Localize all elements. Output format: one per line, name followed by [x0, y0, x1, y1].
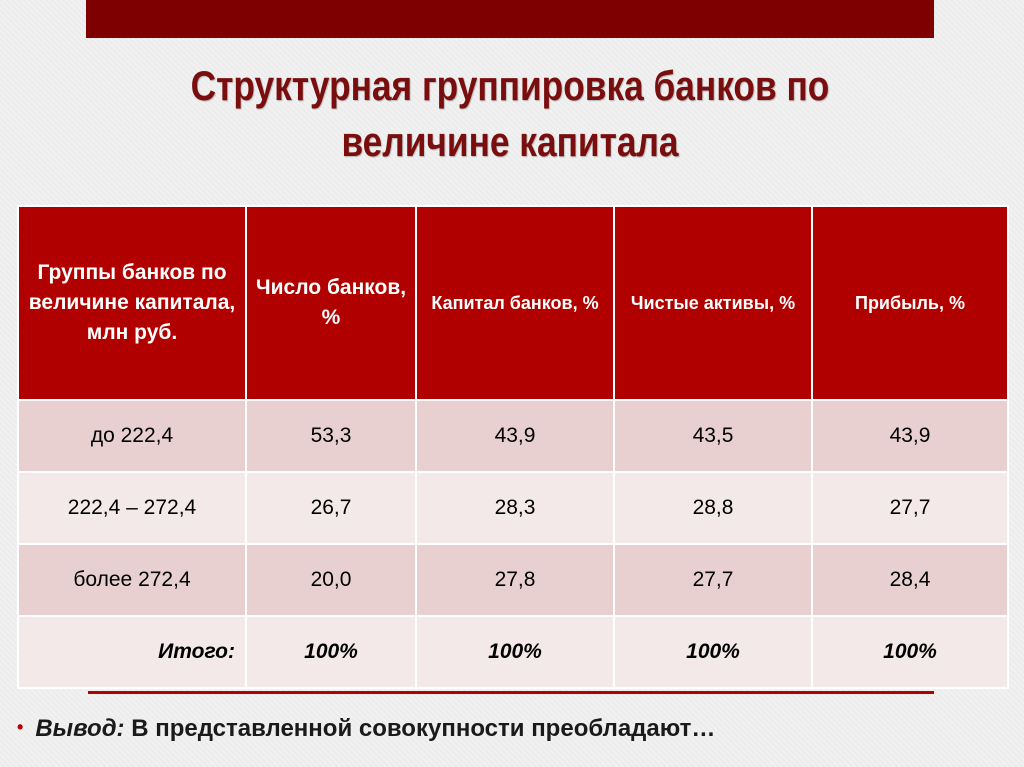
slide-title: Структурная группировка банков по величи…: [154, 58, 866, 170]
title-line-1: Структурная группировка банков по: [190, 62, 830, 109]
total-profit: 100%: [811, 615, 1009, 689]
cell-net-assets: 27,7: [613, 543, 813, 617]
total-label: Итого:: [17, 615, 247, 689]
cell-profit: 27,7: [811, 471, 1009, 545]
cell-capital: 28,3: [415, 471, 615, 545]
cell-bank-count: 20,0: [245, 543, 417, 617]
total-capital: 100%: [415, 615, 615, 689]
cell-profit: 28,4: [811, 543, 1009, 617]
divider-line: [88, 691, 934, 694]
title-line-2: величине капитала: [341, 118, 679, 165]
header-groups: Группы банков по величине капитала, млн …: [17, 205, 247, 401]
cell-net-assets: 28,8: [613, 471, 813, 545]
cell-capital: 43,9: [415, 399, 615, 473]
bullet-icon: •: [17, 717, 24, 737]
cell-profit: 43,9: [811, 399, 1009, 473]
total-net-assets: 100%: [613, 615, 813, 689]
table-row: до 222,4 53,3 43,9 43,5 43,9: [17, 399, 1009, 473]
header-profit: Прибыль, %: [811, 205, 1009, 401]
cell-capital: 27,8: [415, 543, 615, 617]
table-total-row: Итого: 100% 100% 100% 100%: [17, 615, 1009, 689]
conclusion: • Вывод: В представленной совокупности пр…: [17, 715, 715, 743]
conclusion-text: В представленной совокупности преобладаю…: [131, 715, 716, 742]
cell-net-assets: 43,5: [613, 399, 813, 473]
row-group-label: более 272,4: [17, 543, 247, 617]
cell-bank-count: 53,3: [245, 399, 417, 473]
table-row: 222,4 – 272,4 26,7 28,3 28,8 27,7: [17, 471, 1009, 545]
table-row: более 272,4 20,0 27,8 27,7 28,4: [17, 543, 1009, 617]
cell-bank-count: 26,7: [245, 471, 417, 545]
top-banner: [86, 0, 934, 38]
bank-grouping-table: Группы банков по величине капитала, млн …: [17, 205, 1009, 689]
header-capital: Капитал банков, %: [415, 205, 615, 401]
header-bank-count: Число банков, %: [245, 205, 417, 401]
total-bank-count: 100%: [245, 615, 417, 689]
row-group-label: 222,4 – 272,4: [17, 471, 247, 545]
table-header-row: Группы банков по величине капитала, млн …: [17, 205, 1009, 401]
header-net-assets: Чистые активы, %: [613, 205, 813, 401]
conclusion-label: Вывод:: [35, 715, 125, 742]
row-group-label: до 222,4: [17, 399, 247, 473]
